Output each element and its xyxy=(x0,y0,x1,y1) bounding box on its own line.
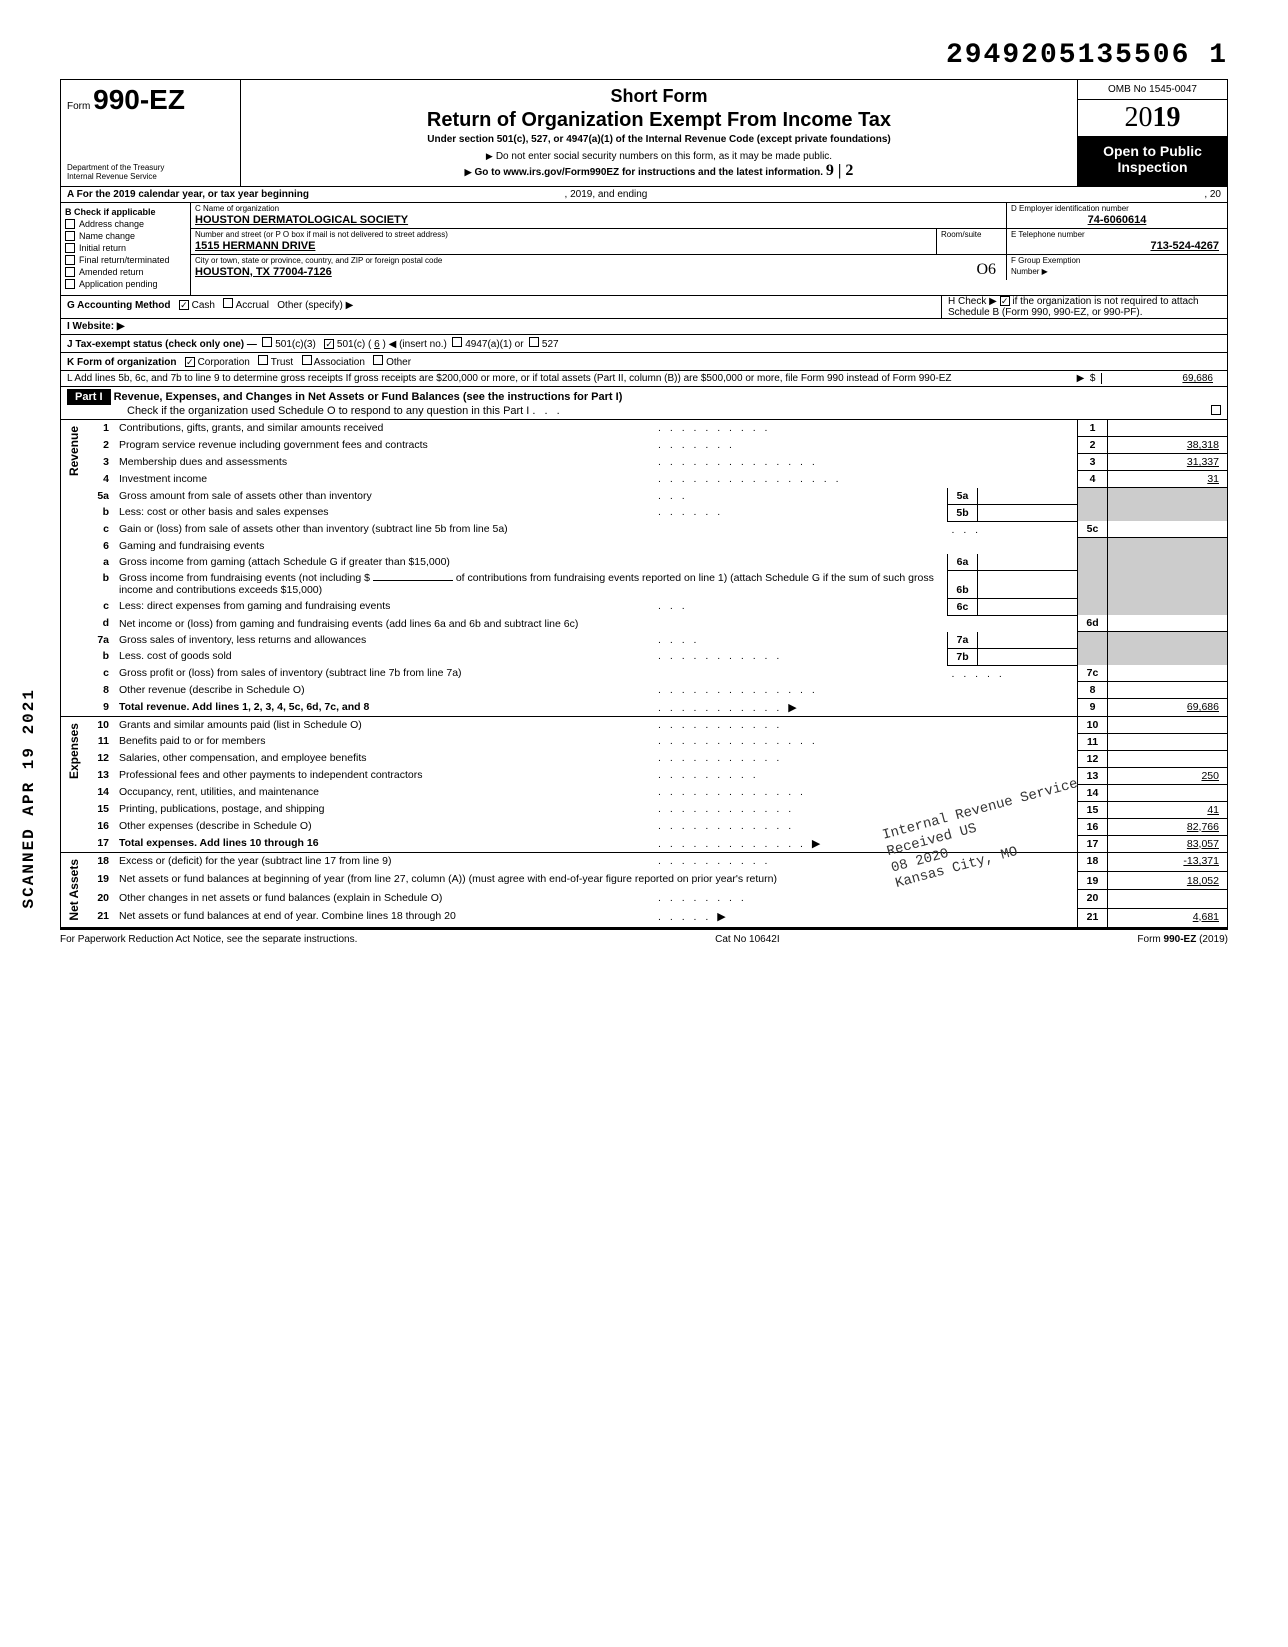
checkbox-501c[interactable] xyxy=(324,339,334,349)
checkbox-cash[interactable] xyxy=(179,300,189,310)
checkbox-501c3[interactable] xyxy=(262,337,272,347)
telephone-label: E Telephone number xyxy=(1007,229,1227,240)
col-b-header: B Check if applicable xyxy=(65,207,186,217)
handwritten-o6: O6 xyxy=(976,261,996,279)
org-name-label: C Name of organization xyxy=(191,203,1006,214)
telephone-value: 713-524-4267 xyxy=(1007,240,1227,252)
checkbox-schedule-o-part1[interactable] xyxy=(1211,405,1221,415)
department-label: Department of the Treasury Internal Reve… xyxy=(67,164,234,182)
row-g-accounting: G Accounting Method Cash Accrual Other (… xyxy=(67,298,941,316)
expenses-section-label: Expenses xyxy=(65,719,83,783)
row-l-gross-receipts: L Add lines 5b, 6c, and 7b to line 9 to … xyxy=(60,371,1228,387)
checkbox-527[interactable] xyxy=(529,337,539,347)
omb-number: OMB No 1545-0047 xyxy=(1078,80,1227,100)
city-label: City or town, state or province, country… xyxy=(191,255,1006,266)
checkbox-accrual[interactable] xyxy=(223,298,233,308)
form-number-block: Form 990-EZ xyxy=(67,84,234,116)
instructions-link: Go to www.irs.gov/Form990EZ for instruct… xyxy=(251,162,1067,180)
checkbox-schedule-b[interactable] xyxy=(1000,296,1010,306)
footer-left: For Paperwork Reduction Act Notice, see … xyxy=(60,934,357,945)
address-label: Number and street (or P O box if mail is… xyxy=(191,229,936,240)
document-id: 2949205135506 1 xyxy=(60,40,1228,71)
row-j-tax-status: J Tax-exempt status (check only one) — 5… xyxy=(60,335,1228,353)
checkbox-application-pending[interactable] xyxy=(65,279,75,289)
ein-label: D Employer identification number xyxy=(1007,203,1227,214)
form-header: Form 990-EZ Department of the Treasury I… xyxy=(60,79,1228,187)
group-exemption-label: F Group Exemption xyxy=(1007,255,1227,266)
row-h-schedule-b: H Check ▶ if the organization is not req… xyxy=(941,296,1221,318)
address-value: 1515 HERMANN DRIVE xyxy=(191,240,936,254)
checkbox-initial-return[interactable] xyxy=(65,243,75,253)
part-1-label: Part I xyxy=(67,389,111,405)
checkbox-amended-return[interactable] xyxy=(65,267,75,277)
form-prefix: Form xyxy=(67,101,90,112)
part-1-check-text: Check if the organization used Schedule … xyxy=(67,405,529,417)
revenue-section-label: Revenue xyxy=(65,422,83,480)
row-k-org-form: K Form of organization Corporation Trust… xyxy=(60,353,1228,371)
checkbox-corporation[interactable] xyxy=(185,357,195,367)
footer-mid: Cat No 10642I xyxy=(715,934,780,945)
gross-receipts-amount: 69,686 xyxy=(1101,373,1221,384)
checkbox-4947a1[interactable] xyxy=(452,337,462,347)
row-a-calendar-year: A For the 2019 calendar year, or tax yea… xyxy=(60,187,1228,203)
room-suite-label: Room/suite xyxy=(937,229,1006,240)
page-footer: For Paperwork Reduction Act Notice, see … xyxy=(60,928,1228,949)
net-assets-section-label: Net Assets xyxy=(65,855,83,925)
part-1-title: Revenue, Expenses, and Changes in Net As… xyxy=(114,391,623,403)
row-i-website: I Website: ▶ xyxy=(67,321,1221,332)
checkbox-name-change[interactable] xyxy=(65,231,75,241)
open-to-public-label: Open to Public Inspection xyxy=(1078,137,1227,186)
ein-value: 74-6060614 xyxy=(1007,214,1227,226)
checkbox-final-return[interactable] xyxy=(65,255,75,265)
group-exemption-number-label: Number ▶ xyxy=(1007,266,1227,277)
short-form-label: Short Form xyxy=(251,86,1067,107)
form-number: 990-EZ xyxy=(93,84,185,115)
city-value: HOUSTON, TX 77004-7126 xyxy=(191,266,1006,280)
footer-right: Form 990-EZ (2019) xyxy=(1137,934,1228,945)
entity-info-grid: B Check if applicable Address change Nam… xyxy=(60,203,1228,296)
org-name-value: HOUSTON DERMATOLOGICAL SOCIETY xyxy=(191,214,1006,228)
checkbox-other-org[interactable] xyxy=(373,355,383,365)
form-subtitle: Under section 501(c), 527, or 4947(a)(1)… xyxy=(251,134,1067,145)
part-1-header-row: Part I Revenue, Expenses, and Changes in… xyxy=(60,387,1228,420)
form-title: Return of Organization Exempt From Incom… xyxy=(251,109,1067,132)
checkbox-trust[interactable] xyxy=(258,355,268,365)
privacy-note: Do not enter social security numbers on … xyxy=(251,151,1067,162)
scanned-stamp: SCANNED APR 19 2021 xyxy=(20,688,38,908)
checkbox-address-change[interactable] xyxy=(65,219,75,229)
tax-year: 2019 xyxy=(1078,100,1227,137)
checkbox-association[interactable] xyxy=(302,355,312,365)
